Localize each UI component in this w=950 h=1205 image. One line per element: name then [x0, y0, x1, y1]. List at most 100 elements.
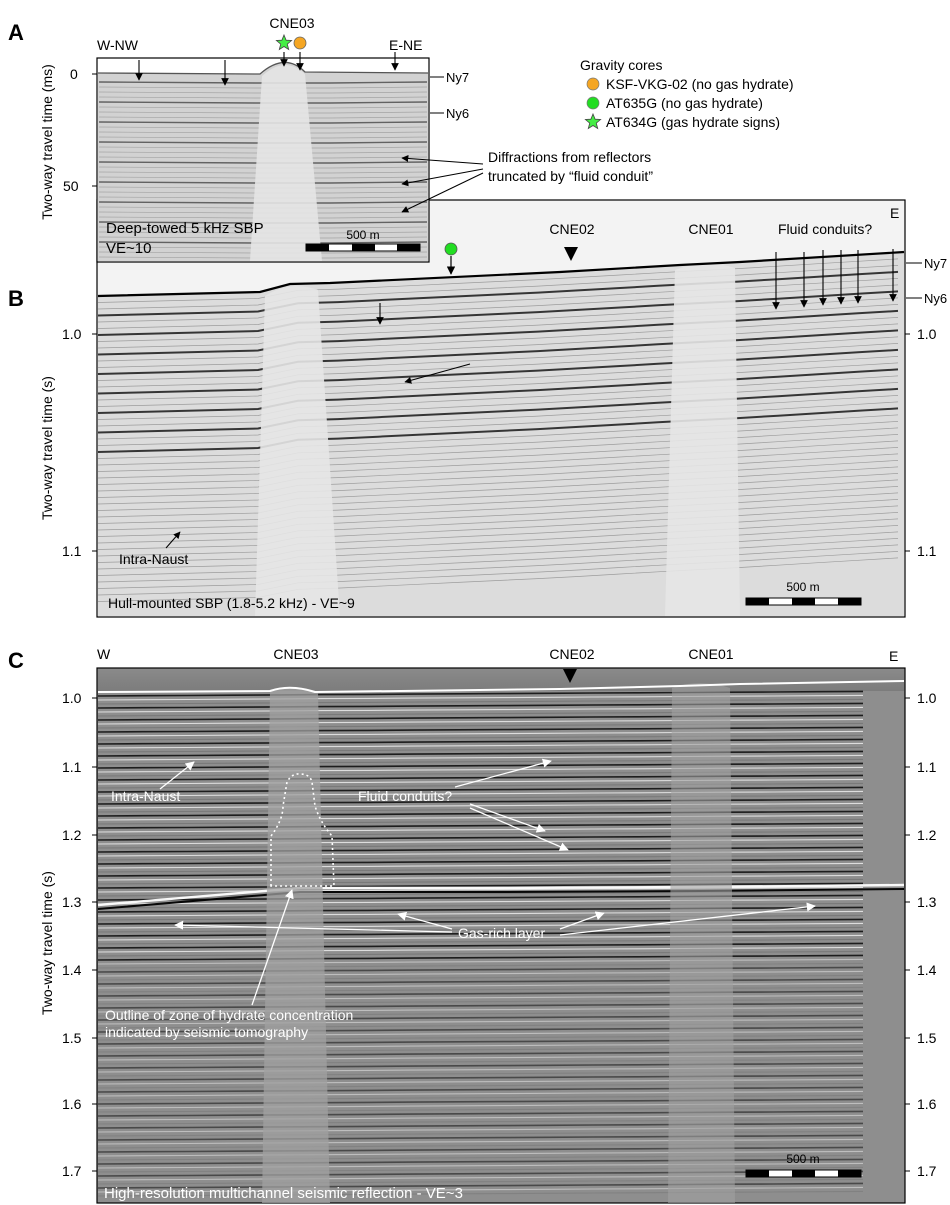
- reflector-line: [97, 846, 864, 853]
- reflector-line: [97, 818, 864, 825]
- reflector-line: [97, 1114, 864, 1121]
- reflector-line: [97, 492, 899, 537]
- cne02-triangle-icon-c: [563, 669, 577, 683]
- reflector-line: [97, 970, 864, 977]
- reflector-line: [97, 734, 864, 741]
- panel-a-ticks: [92, 73, 97, 187]
- panel-c-gas-label: Gas-rich layer: [458, 925, 545, 941]
- reflector-line: [97, 1174, 864, 1181]
- annotation-diffractions-2: truncated by “fluid conduit”: [488, 168, 653, 184]
- legend: Gravity cores KSF-VKG-02 (no gas hydrate…: [580, 57, 794, 130]
- reflector-line: [97, 854, 864, 861]
- reflector-line: [97, 790, 864, 797]
- reflector-line: [97, 822, 864, 829]
- panel-b-reflectors: [97, 258, 899, 602]
- reflector-line: [97, 466, 899, 511]
- reflector-line: [97, 934, 864, 941]
- reflector-line: [97, 323, 899, 368]
- legend-item-2: AT635G (no gas hydrate): [606, 95, 763, 111]
- outline-arrow-c: [251, 889, 294, 1006]
- reflector-line: [97, 557, 899, 602]
- reflector-line: [97, 810, 864, 817]
- reflector-line: [97, 722, 864, 729]
- panel-a-ene: E-NE: [389, 37, 422, 53]
- reflector-line: [97, 738, 864, 745]
- intra-arrow-b: [165, 531, 181, 549]
- panel-c-intra-label: Intra-Naust: [111, 788, 180, 804]
- panel-c: C W E CNE03 CNE02 CNE01 Two-way travel t…: [8, 646, 937, 1204]
- reflector-line: [97, 882, 864, 889]
- reflector-line: [97, 1110, 864, 1117]
- reflector-line: [97, 746, 864, 753]
- reflector-line: [97, 826, 864, 833]
- reflector-line: [97, 329, 899, 375]
- reflector-line: [97, 762, 864, 769]
- panel-b-cne02-label: CNE02: [549, 221, 594, 237]
- reflector-line: [97, 270, 899, 317]
- panel-c-tick-label-right: 1.1: [917, 759, 937, 775]
- reflector-line: [97, 401, 899, 446]
- reflector-line: [97, 304, 899, 349]
- reflector-line: [97, 1094, 864, 1101]
- fluid-conduit-arrows-b: [376, 249, 897, 325]
- panel-c-tick-label-left: 1.6: [62, 1096, 82, 1112]
- reflector-line: [97, 356, 899, 401]
- reflector-line: [97, 726, 864, 733]
- panel-b-cne01-label: CNE01: [688, 221, 733, 237]
- reflector-line: [97, 1050, 864, 1057]
- panel-c-letter: C: [8, 648, 24, 673]
- panel-c-east: E: [889, 648, 898, 664]
- reflector-line: [97, 1118, 864, 1125]
- panel-a-cne03: CNE03: [269, 15, 314, 31]
- reflector-line: [97, 786, 864, 793]
- reflector-line: [97, 1122, 864, 1129]
- reflector-line: [97, 538, 899, 583]
- panel-b-east-label: E: [890, 205, 899, 221]
- reflector-line: [97, 290, 899, 336]
- panel-b-sediment: [98, 252, 904, 616]
- panel-a: A W-NW E-NE CNE03 Ny7 Ny6 Two-way travel…: [8, 15, 653, 263]
- reflector-line: [97, 1042, 864, 1049]
- panel-a-scalebar: [305, 243, 421, 252]
- reflector-line: [97, 1182, 864, 1189]
- panel-b-tick-2: 1.1: [62, 543, 82, 559]
- reflector-line: [97, 518, 899, 563]
- panel-a-ny7: Ny7: [446, 70, 469, 85]
- reflector-line: [97, 427, 899, 472]
- reflector-line: [97, 309, 899, 356]
- reflector-line: [97, 1002, 864, 1009]
- reflector-line: [97, 1186, 864, 1193]
- reflector-line: [97, 778, 864, 785]
- reflector-line: [97, 1134, 864, 1141]
- panel-a-tick-0: 0: [70, 66, 78, 82]
- legend-item-3: AT634G (gas hydrate signs): [606, 114, 780, 130]
- reflector-line: [97, 1030, 864, 1037]
- reflector-line: [97, 1054, 864, 1061]
- reflector-line: [97, 1106, 864, 1113]
- panel-c-cne01: CNE01: [688, 646, 733, 662]
- reflector-line: [97, 1150, 864, 1157]
- panel-c-seafloor: [97, 680, 905, 694]
- panel-a-caption-1: Deep-towed 5 kHz SBP: [106, 220, 264, 237]
- reflector-line: [97, 862, 864, 869]
- reflector-line: [97, 958, 864, 965]
- panel-b: B E CNE02 CNE01 Fluid conduits? Ny7 Ny6 …: [8, 199, 947, 618]
- reflector-line: [97, 499, 899, 544]
- reflector-line: [97, 447, 899, 492]
- reflector-line: [97, 830, 864, 837]
- reflector-line: [97, 551, 899, 596]
- reflector-line: [97, 1058, 864, 1065]
- panel-b-y-title: Two-way travel time (s): [39, 376, 55, 520]
- panel-b-intra-label: Intra-Naust: [119, 551, 188, 567]
- panel-c-reflectors: [97, 690, 905, 1197]
- reflector-line: [97, 284, 899, 329]
- panel-c-chimney-cne01: [668, 683, 735, 1203]
- reflector-line: [97, 874, 864, 881]
- panel-c-cne02: CNE02: [549, 646, 594, 662]
- panel-c-tick-label-left: 1.5: [62, 1030, 82, 1046]
- reflector-line: [97, 512, 899, 557]
- reflector-line: [97, 1022, 864, 1029]
- reflector-line: [97, 1146, 864, 1153]
- reflector-line: [97, 1078, 864, 1085]
- panel-b-scale-label: 500 m: [786, 580, 819, 594]
